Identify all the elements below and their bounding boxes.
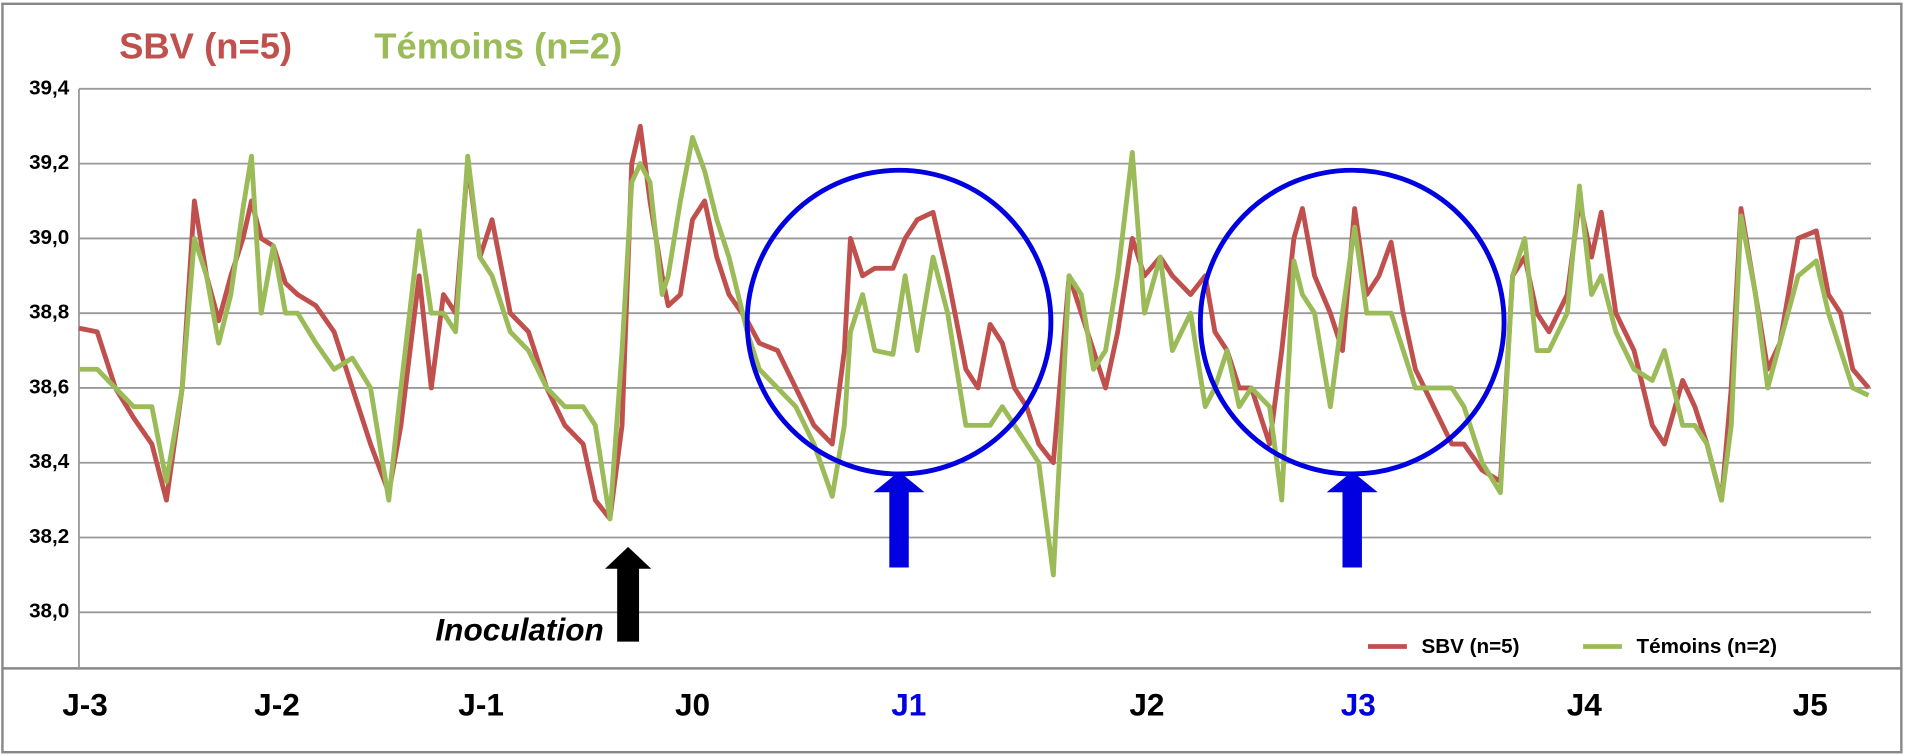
legend-label: Témoins (n=2) xyxy=(1637,635,1778,658)
y-tick-label: 39,2 xyxy=(29,151,69,174)
legend: SBV (n=5) Témoins (n=2) xyxy=(1368,635,1777,658)
arrow xyxy=(873,471,925,568)
annotation: Inoculation xyxy=(435,611,603,647)
x-tick-label: J4 xyxy=(1567,687,1603,723)
x-tick-label: J-1 xyxy=(458,687,504,723)
header-series: Témoins (n=2) xyxy=(374,25,622,66)
header-series: SBV (n=5) xyxy=(119,25,292,66)
legend-label: SBV (n=5) xyxy=(1421,635,1519,658)
y-tick-label: 38,8 xyxy=(29,301,69,324)
series-line xyxy=(78,135,1870,578)
y-tick-label: 38,4 xyxy=(29,450,70,473)
x-tick-label: J2 xyxy=(1129,687,1164,723)
y-tick-label: 38,2 xyxy=(29,525,69,548)
x-tick-label: J5 xyxy=(1793,687,1828,723)
x-tick-label: J0 xyxy=(675,687,710,723)
y-tick-label: 39,4 xyxy=(29,76,70,99)
x-tick-label: J1 xyxy=(891,687,926,723)
arrow xyxy=(1326,471,1378,568)
x-tick-label: J3 xyxy=(1341,687,1376,723)
y-tick-label: 39,0 xyxy=(29,226,69,249)
y-tick-label: 38,6 xyxy=(29,375,69,398)
x-tick-label: J-2 xyxy=(254,687,300,723)
lines xyxy=(78,123,1871,578)
arrow xyxy=(605,546,652,642)
y-tick-label: 38,0 xyxy=(29,600,69,623)
x-tick-label: J-3 xyxy=(62,687,108,723)
